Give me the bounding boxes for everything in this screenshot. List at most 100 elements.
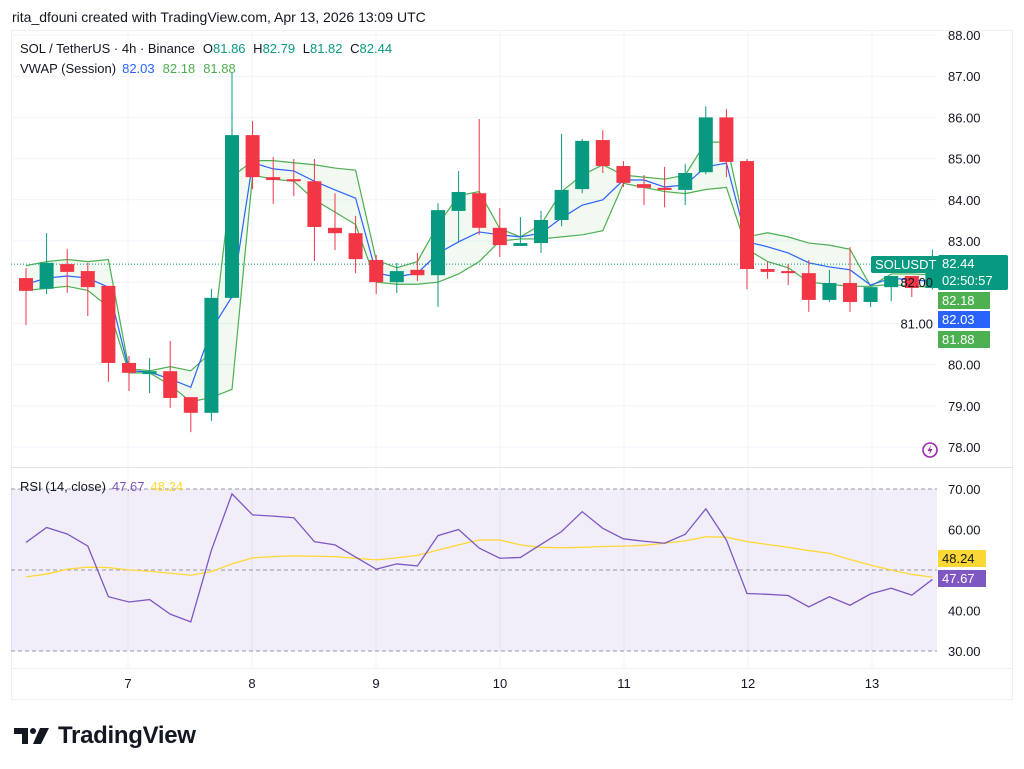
candle [60, 248, 75, 293]
candle-body [410, 269, 425, 276]
price-tick-label: 85.00 [948, 152, 981, 167]
candle [266, 156, 281, 204]
candle-body [575, 140, 590, 190]
candle-body [122, 362, 136, 373]
candle-body [60, 264, 75, 272]
candle-body [740, 161, 754, 270]
candle-body [554, 189, 569, 220]
close-value: 82.44 [359, 41, 393, 56]
candle [554, 133, 569, 227]
rsi-tick-label: 40.00 [948, 604, 981, 619]
time-tick-label: 10 [493, 676, 507, 691]
candle-body [389, 271, 404, 283]
rsi-tick-label: 70.00 [948, 482, 981, 497]
candle [534, 210, 548, 253]
candle [575, 138, 590, 194]
rsi-tick-label: 60.00 [948, 523, 981, 538]
candle-body [142, 371, 157, 375]
candle [225, 72, 239, 298]
candle-body [204, 297, 219, 413]
candle-body [369, 259, 384, 283]
candle [760, 262, 775, 279]
candle [389, 262, 404, 293]
candle-body [698, 117, 713, 173]
candle-body [348, 233, 363, 260]
vwap-upper-tag: 82.18 [938, 292, 990, 309]
low-label: L [302, 41, 310, 56]
candle [637, 175, 651, 206]
candle [183, 397, 198, 433]
price-tick-label: 82.00 [900, 275, 933, 290]
candle-body [266, 177, 281, 181]
last-price-tag: 82.44 02:50:57 [938, 255, 1008, 290]
candle [719, 109, 734, 178]
candle [451, 170, 466, 242]
open-label: O [202, 41, 213, 56]
candle [781, 264, 796, 286]
price-tick-label: 80.00 [948, 358, 981, 373]
lightning-icon[interactable] [922, 442, 938, 458]
candle [307, 159, 322, 262]
candle [328, 193, 342, 251]
price-tick-label: 86.00 [948, 110, 981, 125]
time-tick-label: 9 [372, 676, 379, 691]
candle [740, 159, 754, 290]
candle-body [451, 191, 466, 211]
high-value: 82.79 [262, 41, 296, 56]
candle-body [163, 371, 178, 398]
candle-body [801, 273, 816, 300]
candle [348, 215, 363, 274]
tradingview-logo[interactable]: TradingView [14, 722, 196, 750]
candle-body [595, 140, 610, 167]
chart-credit: rita_dfouni created with TradingView.com… [12, 9, 426, 25]
candle [80, 262, 95, 316]
time-tick-label: 7 [124, 676, 131, 691]
candle [616, 161, 631, 188]
low-value: 81.82 [309, 41, 343, 56]
rsi-title[interactable]: RSI (14, close) [20, 479, 106, 494]
candle [595, 130, 610, 174]
candle-body [307, 181, 322, 227]
candle [19, 268, 33, 326]
rsi-ma-value: 48.24 [150, 479, 184, 494]
vwap-lower-value: 81.88 [203, 61, 236, 76]
rsi-tag: 47.67 [938, 570, 986, 587]
candle [431, 203, 445, 307]
candle-body [225, 135, 239, 298]
candle [472, 119, 487, 235]
candle [39, 233, 54, 295]
candle [801, 259, 816, 312]
candle-body [19, 278, 33, 291]
open-value: 81.86 [213, 41, 246, 56]
candle-body [472, 193, 487, 228]
price-tick-label: 84.00 [948, 193, 981, 208]
candle-body [843, 283, 857, 302]
candle-body [492, 227, 507, 246]
candle-body [39, 262, 54, 289]
price-tick-label: 78.00 [948, 440, 981, 455]
vwap-title[interactable]: VWAP (Session) [20, 61, 117, 76]
price-tick-label: 79.00 [948, 399, 981, 414]
symbol-title[interactable]: SOL / TetherUS · 4h · Binance [20, 41, 195, 56]
price-tick-label: 88.00 [948, 28, 981, 43]
vwap-lower-tag: 81.88 [938, 331, 990, 348]
candle-body [534, 219, 548, 244]
candle [142, 358, 157, 394]
candle-body [80, 271, 95, 288]
candle-body [616, 166, 631, 183]
tradingview-logo-icon [14, 728, 49, 744]
candle [101, 285, 116, 382]
logo-text: TradingView [58, 722, 196, 749]
bar-countdown: 02:50:57 [942, 273, 993, 288]
candle [286, 159, 301, 197]
rsi-value: 47.67 [111, 479, 145, 494]
candle [204, 288, 219, 422]
rsi-line [25, 492, 933, 623]
time-tick-label: 8 [248, 676, 255, 691]
candle [884, 276, 899, 302]
candle [369, 255, 384, 295]
price-tick-label: 87.00 [948, 69, 981, 84]
rsi-tick-label: 30.00 [948, 644, 981, 659]
candle [513, 217, 528, 246]
